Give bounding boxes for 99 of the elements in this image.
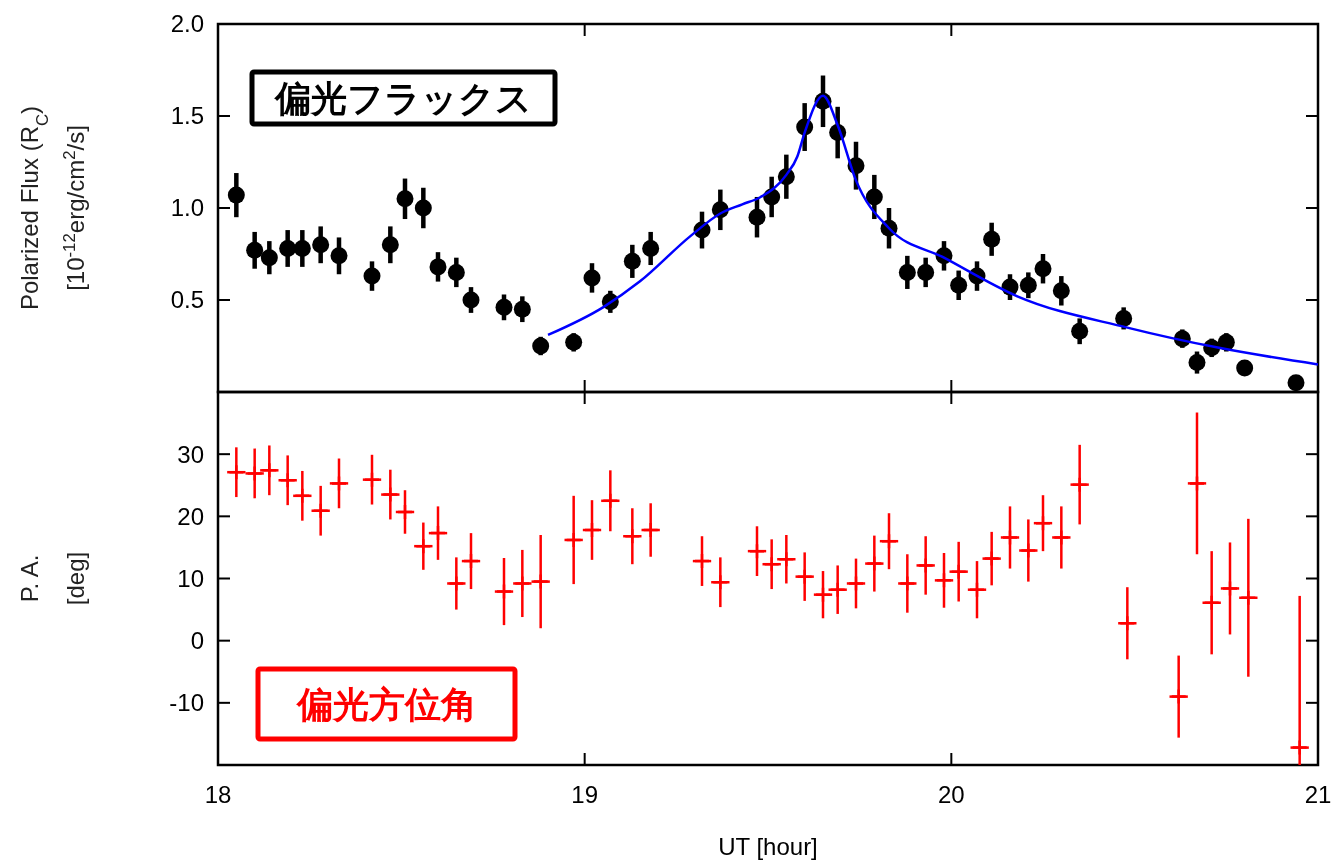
x-tick-label: 18: [204, 781, 232, 808]
point: [396, 190, 414, 208]
point: [363, 267, 381, 285]
point: [602, 492, 619, 510]
point: [1020, 542, 1037, 559]
point: [1001, 529, 1019, 546]
point: [1188, 354, 1206, 372]
point: [847, 575, 865, 592]
point: [1071, 476, 1088, 493]
point: [1053, 529, 1070, 546]
point: [642, 239, 660, 257]
point: [495, 298, 513, 316]
point: [330, 247, 348, 265]
point: [396, 503, 414, 521]
point: [495, 583, 513, 600]
point: [1240, 589, 1257, 607]
point: [950, 563, 967, 580]
point: [565, 333, 583, 351]
point: [1203, 594, 1220, 611]
point: [312, 502, 329, 519]
point: [532, 337, 550, 355]
point: [429, 524, 447, 542]
y-tick-label: 30: [177, 440, 204, 468]
point: [712, 573, 729, 591]
point: [462, 291, 480, 309]
point: [1052, 282, 1070, 300]
point: [642, 521, 659, 539]
point: [865, 188, 883, 206]
point: [415, 537, 432, 555]
point: [693, 552, 711, 570]
annotation: 偏光フラックス: [273, 77, 532, 119]
point: [898, 263, 916, 281]
point: [1034, 260, 1052, 278]
point: [983, 550, 1000, 567]
point: [1119, 615, 1136, 632]
point: [279, 472, 296, 489]
point: [829, 581, 846, 598]
point: [1115, 309, 1133, 327]
point: [748, 542, 766, 560]
y-tick-label: -10: [169, 689, 204, 717]
x-tick-label: 21: [1304, 781, 1332, 808]
point: [1170, 688, 1187, 705]
point: [796, 568, 813, 585]
point: [1034, 514, 1052, 532]
point: [312, 236, 330, 254]
x-axis-title: UT [hour]: [718, 833, 818, 860]
point: [246, 241, 264, 259]
y-tick-label: 20: [177, 502, 204, 530]
point: [763, 555, 780, 573]
point: [382, 486, 399, 503]
point: [381, 236, 399, 254]
point: [1291, 739, 1308, 756]
point: [917, 557, 934, 574]
line-series: [546, 94, 1320, 366]
point: [778, 550, 795, 568]
x-tick-label: 20: [937, 781, 965, 808]
point: [1188, 475, 1206, 492]
point: [748, 208, 766, 226]
point: [294, 487, 311, 505]
annotation: 偏光方位角: [294, 683, 477, 725]
point: [448, 575, 465, 592]
point: [260, 249, 278, 267]
point: [1019, 276, 1037, 294]
y-tick-label: 1.0: [170, 194, 204, 222]
point: [462, 552, 480, 570]
y-tick-label: 1.5: [170, 102, 204, 130]
point: [429, 258, 447, 276]
point: [414, 199, 432, 217]
y-tick-label: 10: [177, 564, 204, 592]
point: [447, 263, 465, 281]
point: [1071, 322, 1089, 340]
point: [1287, 374, 1305, 392]
point: [293, 239, 311, 257]
point: [983, 230, 1001, 248]
point: [624, 527, 641, 545]
point: [814, 586, 832, 603]
y-tick-label: 0: [190, 627, 204, 655]
point: [917, 263, 935, 281]
point: [583, 269, 601, 287]
point: [330, 475, 348, 492]
y-tick-label: 0.5: [170, 286, 204, 314]
point: [583, 521, 601, 539]
point: [363, 471, 381, 488]
point: [935, 572, 953, 589]
point: [880, 532, 898, 550]
y-tick-label: 2.0: [170, 10, 204, 38]
point: [227, 186, 245, 204]
x-tick-label: 19: [571, 781, 599, 808]
point: [968, 581, 986, 598]
point: [1236, 359, 1254, 377]
point: [899, 575, 916, 592]
point: [866, 555, 883, 572]
point: [1221, 580, 1239, 597]
point: [513, 300, 531, 318]
point: [565, 531, 582, 549]
y-axis-title: P. A. [deg]: [16, 551, 89, 606]
point: [623, 252, 641, 270]
point: [279, 239, 297, 257]
point: [950, 276, 968, 294]
